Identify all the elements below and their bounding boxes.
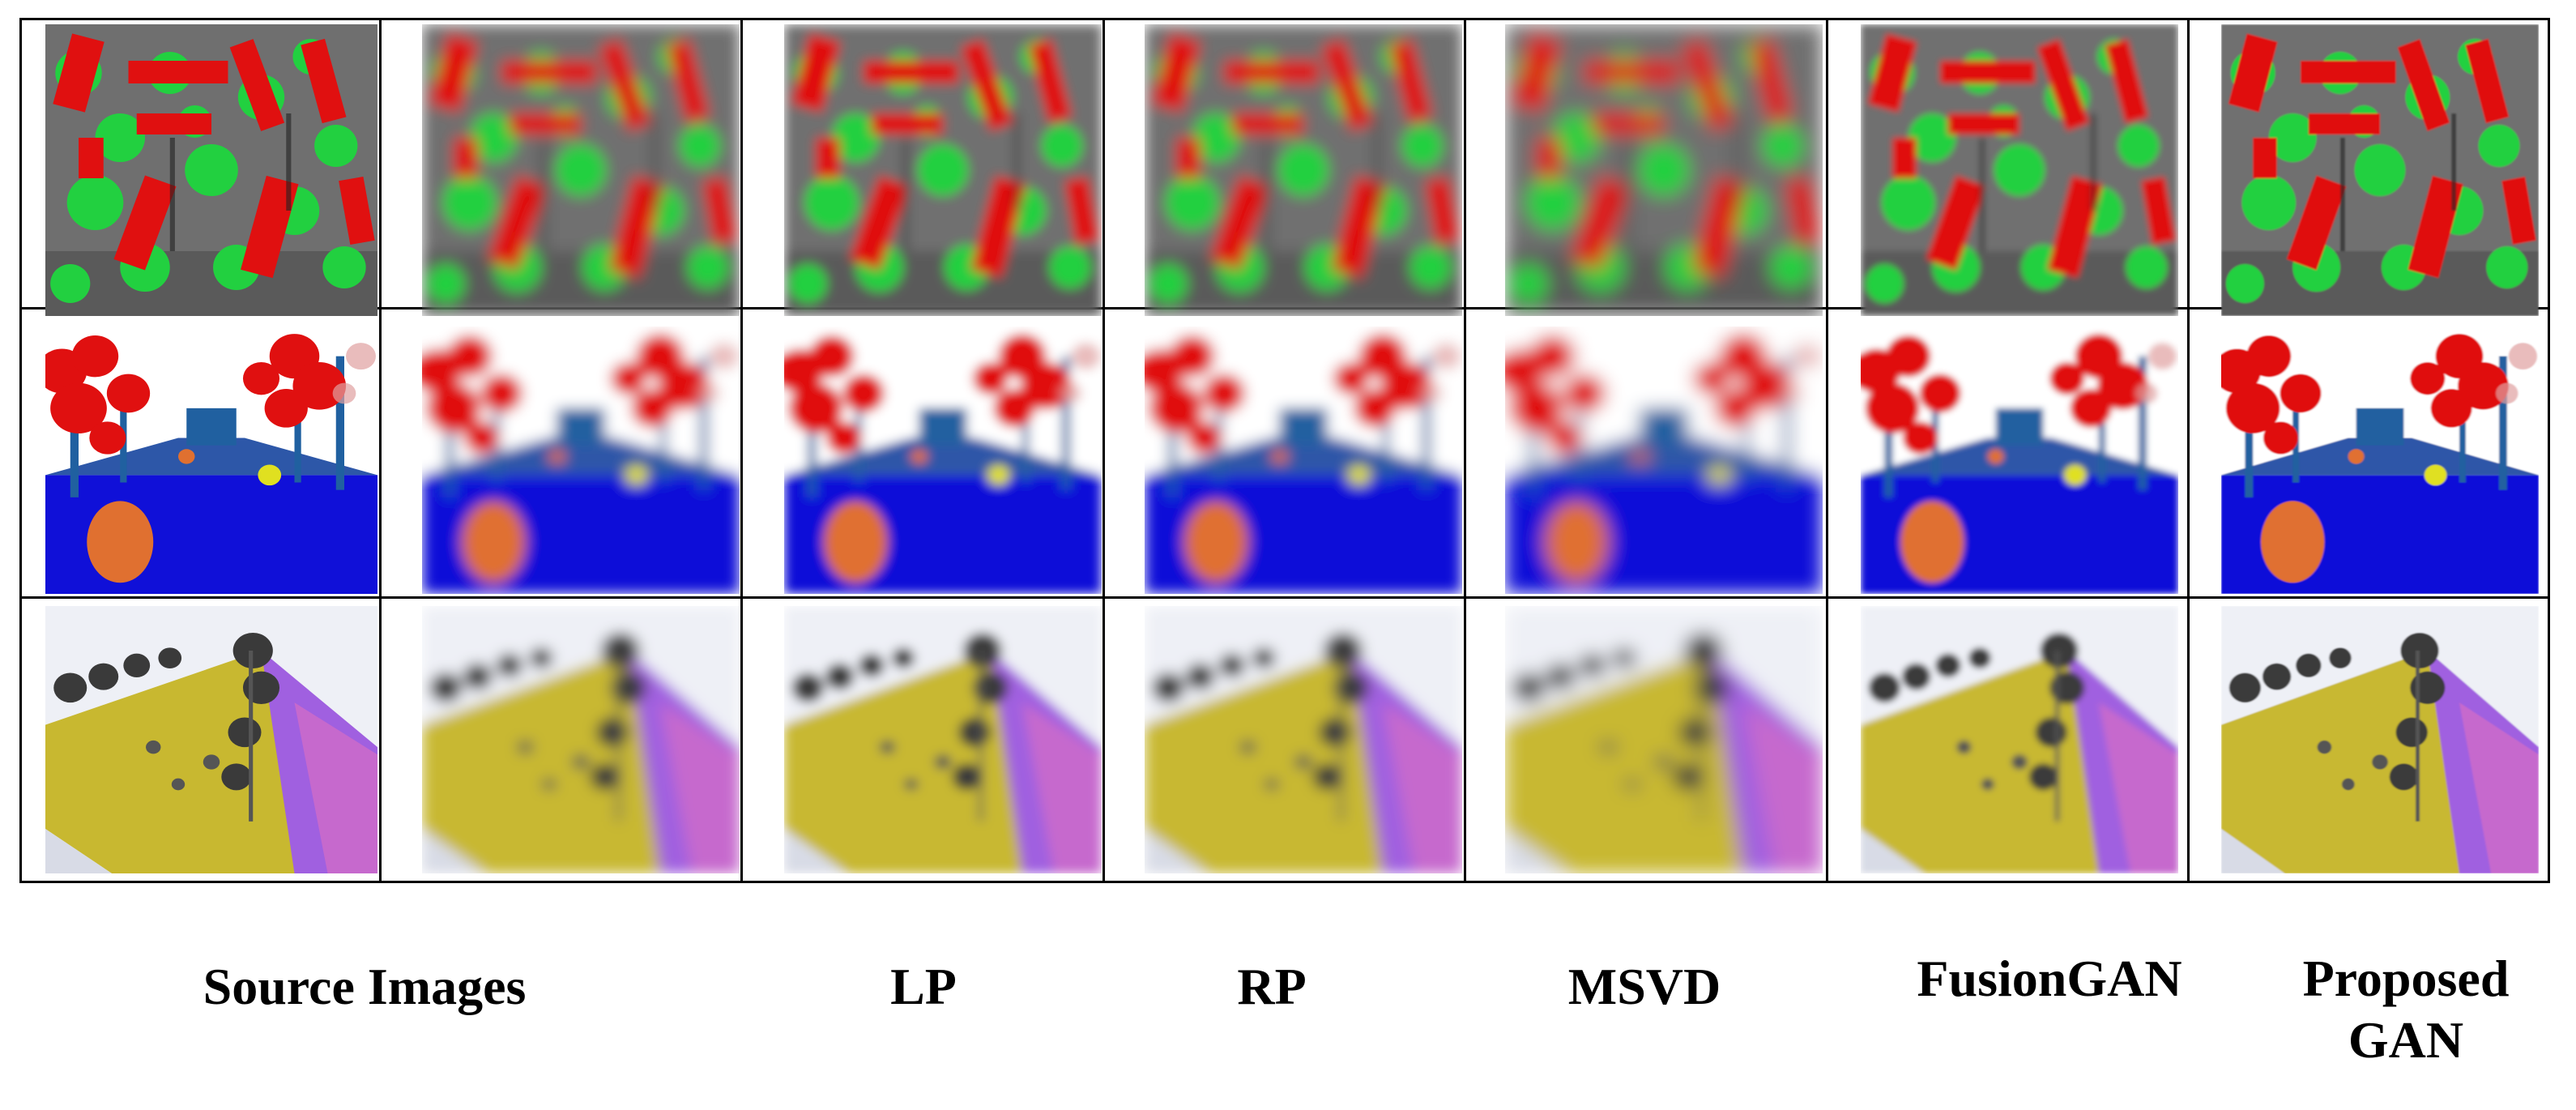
label-fusiongan: FusionGAN [1917, 950, 2182, 1007]
image-lp-row1 [784, 24, 1102, 316]
image-proposed-gan-row2 [2221, 327, 2539, 594]
label-source-images: Source Images [203, 958, 527, 1015]
column-divider [2187, 20, 2190, 881]
image-rp-row3 [1145, 606, 1462, 873]
column-divider [740, 20, 743, 881]
label-proposed-gan: Proposed GAN [2244, 948, 2568, 1071]
image-rp-row2 [1145, 327, 1462, 594]
image-source-row1 [422, 24, 740, 316]
image-source-row3 [422, 606, 740, 873]
label-proposed-line2: GAN [2348, 1011, 2464, 1069]
image-msvd-row2 [1505, 327, 1823, 594]
image-source-row2 [45, 327, 377, 594]
label-msvd: MSVD [1567, 958, 1721, 1015]
column-divider [1102, 20, 1105, 881]
label-proposed-line1: Proposed [2302, 950, 2510, 1007]
label-rp: RP [1237, 958, 1307, 1015]
column-divider [1826, 20, 1828, 881]
image-fusiongan-row3 [1861, 606, 2178, 873]
image-source-row3 [45, 606, 377, 873]
image-lp-row2 [784, 327, 1102, 594]
row-divider [22, 596, 2548, 599]
image-source-row1 [45, 24, 377, 316]
column-divider [1464, 20, 1466, 881]
column-divider [379, 20, 382, 881]
image-fusiongan-row1 [1861, 24, 2178, 316]
image-proposed-gan-row1 [2221, 24, 2539, 316]
image-msvd-row3 [1505, 606, 1823, 873]
image-msvd-row1 [1505, 24, 1823, 316]
image-proposed-gan-row3 [2221, 606, 2539, 873]
image-fusiongan-row2 [1861, 327, 2178, 594]
label-lp: LP [890, 958, 957, 1015]
image-lp-row3 [784, 606, 1102, 873]
image-rp-row1 [1145, 24, 1462, 316]
image-source-row2 [422, 327, 740, 594]
